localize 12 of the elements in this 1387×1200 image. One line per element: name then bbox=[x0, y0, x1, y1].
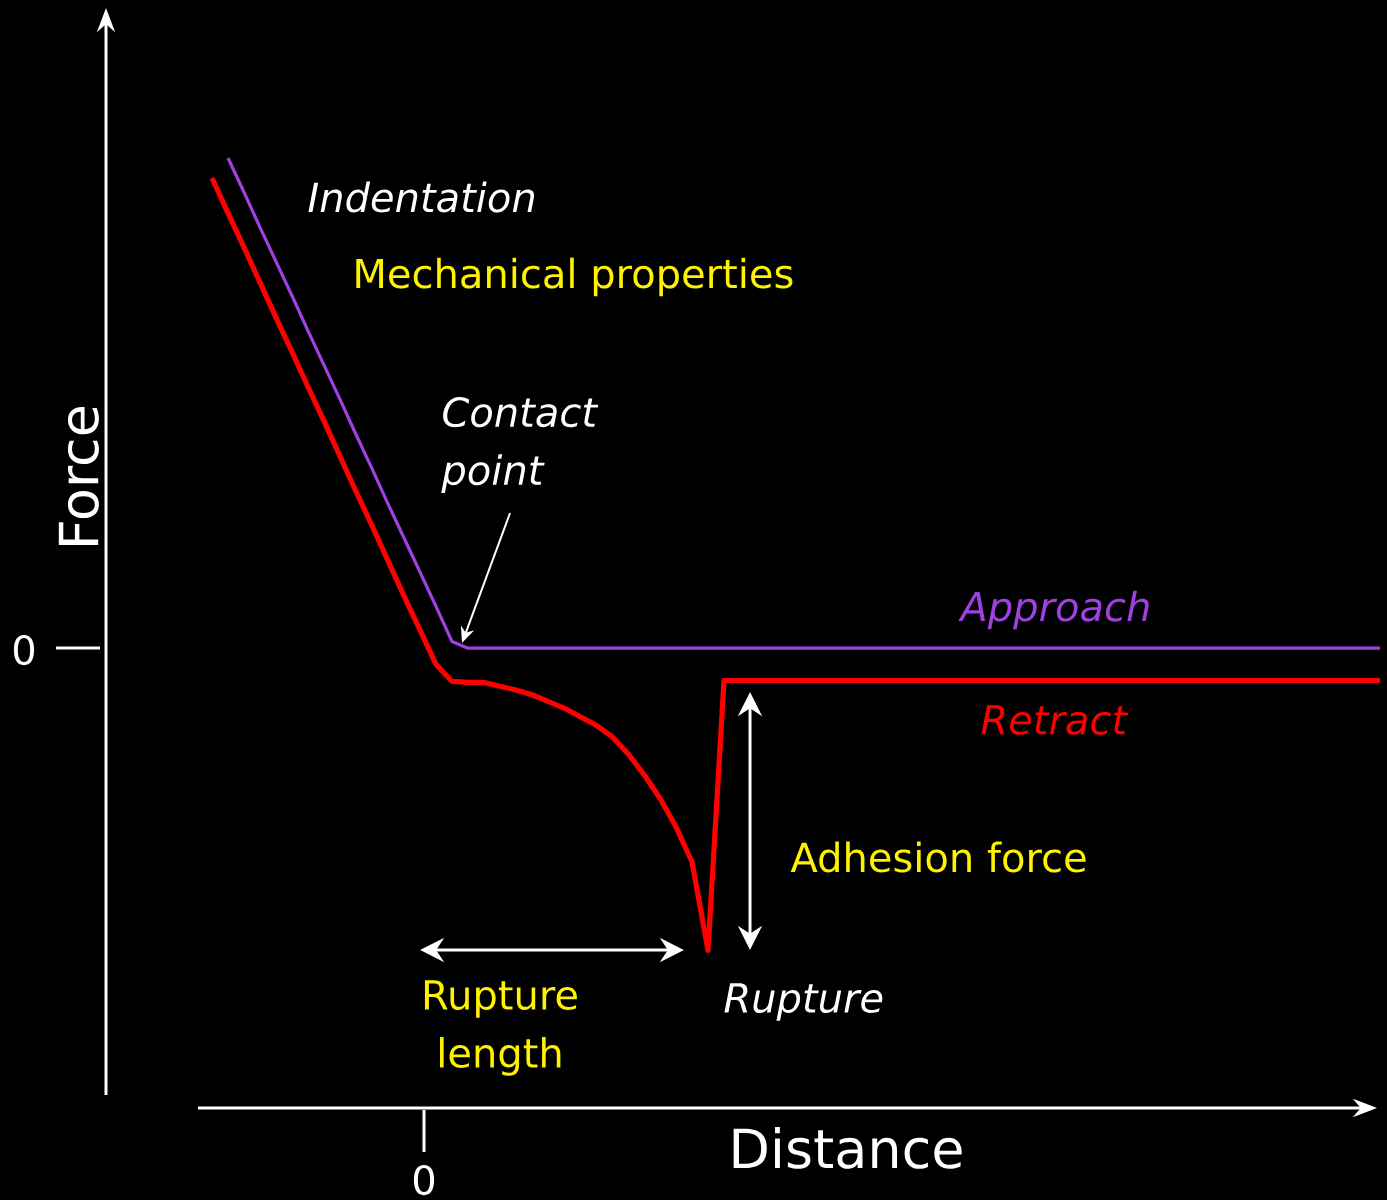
annotation: Contact point bbox=[441, 397, 599, 494]
series-label: Retract bbox=[981, 705, 1129, 735]
annotation: Adhesion force bbox=[790, 841, 1086, 873]
annotation: Mechanical properties bbox=[356, 257, 793, 297]
text: 0 bbox=[413, 1164, 435, 1196]
text: 0 bbox=[13, 634, 35, 666]
annotation: Indentation bbox=[308, 181, 535, 213]
series-label: Approach bbox=[958, 590, 1149, 630]
y-axis-title: Force bbox=[58, 406, 99, 545]
x-axis-title: Distance bbox=[733, 1127, 962, 1169]
annotation: Rupture bbox=[724, 983, 883, 1021]
annotation: Rupture length bbox=[424, 980, 577, 1076]
